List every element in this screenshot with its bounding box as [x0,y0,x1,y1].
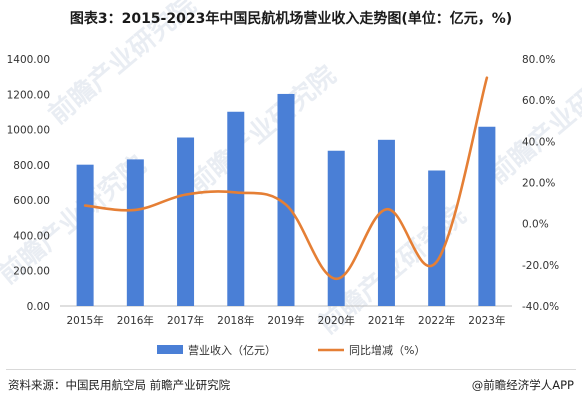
chart-title: 图表3：2015-2023年中国民航机场营业收入走势图(单位：亿元，%) [69,11,513,27]
brand-credit: @前瞻经济学人APP [471,378,574,392]
legend-label: 同比增减（%） [349,343,425,357]
legend-swatch-bar [157,345,183,354]
y-right-tick-label: -20.0% [522,260,559,272]
bar [428,170,446,306]
x-tick-label: 2018年 [217,314,254,327]
y-right-tick-label: 80.0% [522,54,555,66]
bar [177,137,195,306]
growth-line [83,76,489,281]
y-left-tick-label: 1200.00 [7,89,50,101]
bar [478,126,496,307]
y-right-tick-label: 20.0% [522,178,555,190]
bar [126,159,144,306]
bar [377,139,395,306]
x-tick-label: 2020年 [318,314,355,327]
y-right-tick-label: -40.0% [522,301,559,313]
y-left-tick-label: 600.00 [13,195,50,207]
x-tick-label: 2015年 [66,314,103,327]
y-left-tick-label: 400.00 [13,230,50,242]
x-tick-label: 2022年 [418,314,455,327]
x-tick-label: 2017年 [167,314,204,327]
y-right-tick-label: 0.0% [522,219,549,231]
y-left-tick-label: 200.00 [13,266,50,278]
y-left-tick-label: 1400.00 [7,54,50,66]
x-tick-label: 2021年 [368,314,405,327]
y-left-tick-label: 1000.00 [7,125,50,137]
bar [327,150,345,306]
y-right-tick-label: 40.0% [522,136,555,148]
bar [277,93,295,306]
x-tick-label: 2019年 [267,314,304,327]
x-tick-label: 2016年 [117,314,154,327]
legend-label: 营业收入（亿元） [188,343,276,357]
y-left-tick-label: 800.00 [13,160,50,172]
footer-divider [6,369,576,370]
y-right-tick-label: 60.0% [522,95,555,107]
bar [227,111,245,307]
x-tick-label: 2023年 [468,314,505,327]
y-left-tick-label: 0.00 [27,301,50,313]
bar [76,164,94,306]
source-note: 资料来源：中国民用航空局 前瞻产业研究院 [8,378,231,392]
